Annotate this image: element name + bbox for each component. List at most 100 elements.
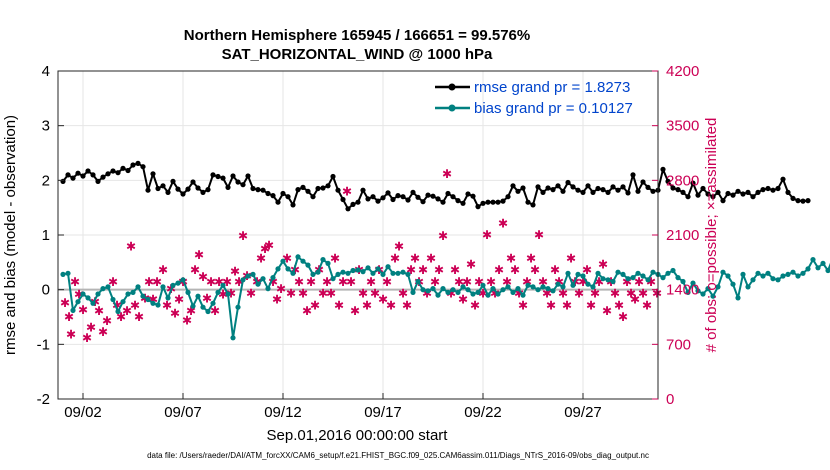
obs-marker: ✱ [510, 263, 520, 277]
rmse-point [275, 199, 281, 205]
obs-marker: ✱ [450, 263, 460, 277]
bias-point [780, 273, 786, 279]
rmse-point [150, 171, 156, 177]
bias-point [240, 277, 246, 283]
obs-marker: ✱ [482, 228, 492, 242]
rmse-point [455, 198, 461, 204]
rmse-point [310, 194, 316, 200]
obs-marker: ✱ [346, 275, 356, 289]
rmse-point [735, 188, 741, 194]
bias-point [480, 282, 486, 288]
rmse-point [65, 172, 71, 178]
bias-point [825, 267, 830, 274]
obs-marker: ✱ [294, 275, 304, 289]
rmse-point [550, 187, 556, 193]
obs-marker: ✱ [652, 287, 662, 301]
bias-point [785, 271, 791, 277]
rmse-point [560, 188, 566, 194]
obs-marker: ✱ [238, 229, 248, 243]
obs-marker: ✱ [454, 275, 464, 289]
y-left-tick-label: 0 [42, 282, 50, 299]
obs-marker: ✱ [122, 304, 132, 318]
bias-point [290, 270, 296, 276]
bias-point [595, 270, 601, 276]
rmse-point [130, 162, 136, 168]
bias-point [710, 293, 716, 299]
bias-point [665, 270, 671, 276]
rmse-point [670, 185, 676, 191]
legend-rmse-marker [448, 83, 456, 91]
bias-point [575, 271, 581, 277]
obs-marker: ✱ [130, 298, 140, 312]
obs-marker: ✱ [230, 264, 240, 278]
bias-point [585, 281, 591, 287]
rmse-point [685, 194, 691, 200]
rmse-point [805, 198, 811, 204]
obs-marker: ✱ [210, 304, 220, 318]
bias-point [205, 308, 211, 315]
rmse-point [520, 185, 526, 191]
rmse-point [675, 187, 681, 193]
rmse-point [470, 193, 476, 199]
obs-marker: ✱ [558, 287, 568, 301]
rmse-point [90, 172, 96, 178]
rmse-point [160, 183, 166, 189]
bias-point [540, 284, 546, 290]
rmse-point [575, 187, 581, 193]
rmse-point [405, 197, 411, 203]
bias-point [700, 291, 706, 297]
bias-point [465, 287, 471, 293]
obs-marker: ✱ [602, 304, 612, 318]
obs-count-markers: ✱✱✱✱✱✱✱✱✱✱✱✱✱✱✱✱✱✱✱✱✱✱✱✱✱✱✱✱✱✱✱✱✱✱✱✱✱✱✱✱… [60, 167, 662, 345]
rmse-point [620, 184, 626, 190]
obs-marker: ✱ [486, 275, 496, 289]
obs-marker: ✱ [478, 287, 488, 301]
bias-point [220, 282, 226, 288]
rmse-point [285, 194, 291, 200]
rmse-point [140, 164, 146, 170]
rmse-point [145, 187, 151, 193]
bias-point [225, 291, 231, 297]
obs-marker: ✱ [222, 275, 232, 289]
obs-marker: ✱ [326, 287, 336, 301]
obs-marker: ✱ [582, 263, 592, 277]
rmse-point [345, 206, 351, 212]
x-tick-label: 09/02 [64, 404, 102, 421]
bias-point [435, 292, 441, 298]
rmse-point [300, 184, 306, 190]
obs-marker: ✱ [170, 306, 180, 320]
obs-marker: ✱ [306, 275, 316, 289]
obs-marker: ✱ [268, 275, 278, 289]
obs-marker: ✱ [618, 310, 628, 324]
rmse-point [180, 191, 186, 197]
rmse-point [590, 189, 596, 195]
rmse-point [795, 198, 801, 204]
rmse-point [235, 179, 241, 185]
rmse-point [730, 192, 736, 198]
rmse-point [715, 189, 721, 195]
obs-marker: ✱ [546, 298, 556, 312]
obs-marker: ✱ [590, 287, 600, 301]
rmse-point [690, 180, 696, 186]
bias-point [210, 300, 216, 306]
rmse-point [315, 185, 321, 192]
bias-point [685, 289, 691, 295]
rmse-point [215, 173, 221, 180]
rmse-point [580, 189, 586, 195]
y-left-tick-label: 3 [42, 118, 50, 135]
bias-point [425, 288, 431, 294]
bias-point [755, 270, 761, 276]
rmse-point [445, 190, 451, 197]
obs-marker: ✱ [264, 239, 274, 253]
bias-point [405, 271, 411, 277]
obs-marker: ✱ [398, 287, 408, 301]
obs-marker: ✱ [246, 287, 256, 301]
rmse-point [240, 182, 246, 188]
bias-point [625, 276, 631, 282]
obs-marker: ✱ [162, 298, 172, 312]
obs-marker: ✱ [174, 292, 184, 306]
obs-marker: ✱ [64, 310, 74, 324]
bias-point [315, 269, 321, 275]
rmse-point [700, 185, 706, 192]
bias-point [560, 284, 566, 290]
